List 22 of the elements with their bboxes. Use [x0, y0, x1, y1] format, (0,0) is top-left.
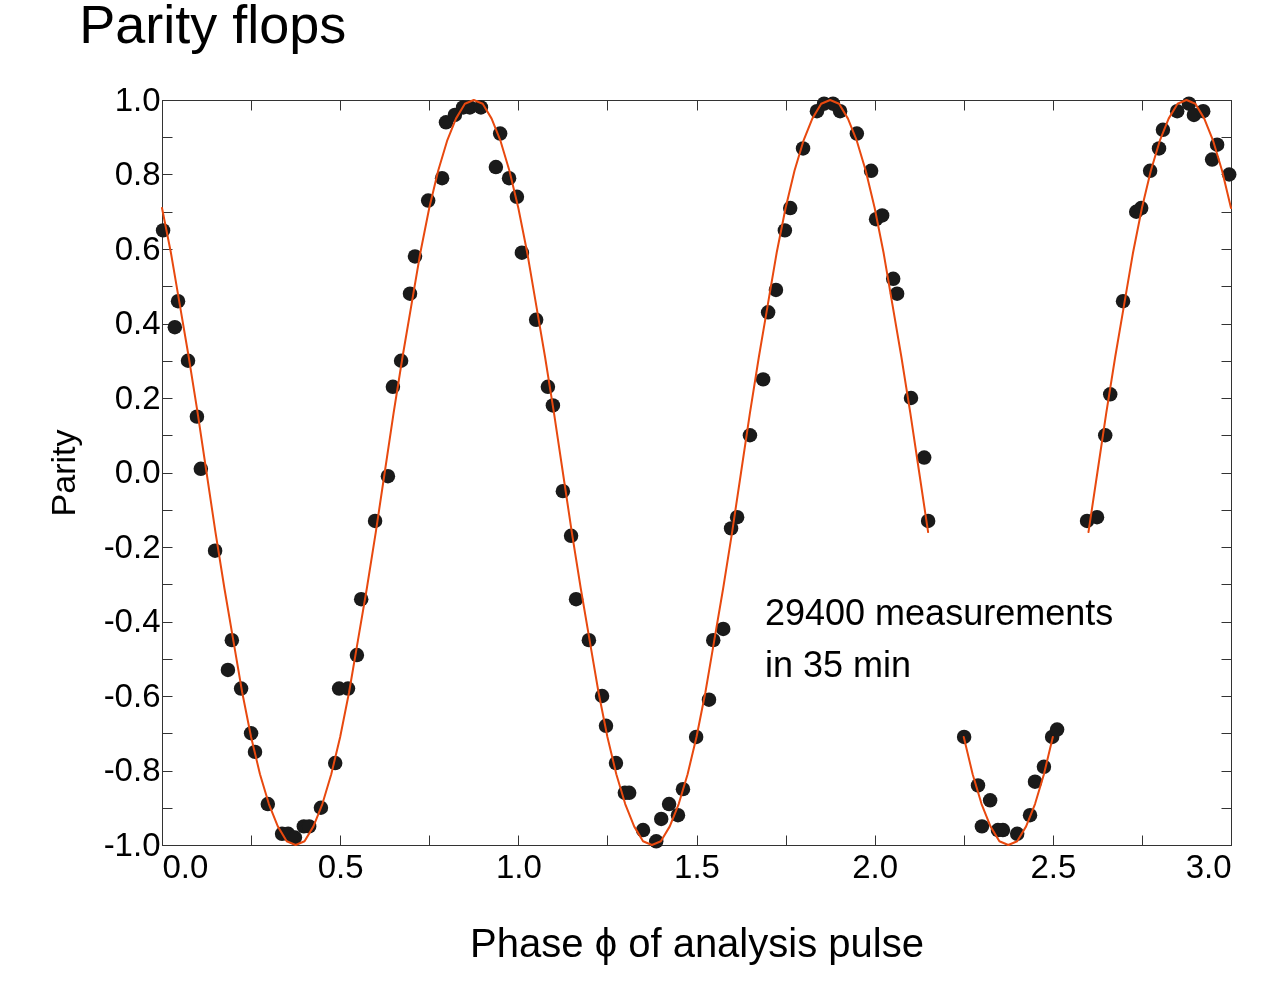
y-tick-label: -0.8	[103, 751, 161, 788]
x-tick-label: 1.5	[674, 847, 720, 885]
y-tick-label: 0.4	[114, 304, 161, 341]
chart-title: Parity flops	[79, 0, 347, 54]
y-tick-label: 0.2	[114, 378, 161, 416]
y-tick-label: -0.4	[103, 602, 161, 639]
y-tick-label: -0.6	[103, 676, 161, 714]
y-tick-label: -1.0	[103, 825, 161, 863]
y-tick-label: -0.2	[103, 527, 161, 565]
annotation: 29400 measurements in 35 min	[765, 592, 1114, 685]
y-axis-title: Parity	[43, 429, 82, 517]
x-axis-title: Phase ϕ of analysis pulse	[470, 920, 924, 965]
x-tick-label: 0.5	[317, 847, 364, 885]
x-tick-label: 0.0	[162, 847, 209, 885]
x-tick-label: 1.0	[495, 847, 542, 885]
x-tick-label: 2.0	[852, 847, 899, 885]
y-tick-label: 0.6	[114, 229, 161, 267]
x-tick-label: 3.0	[1185, 847, 1232, 885]
y-tick-label: 0.8	[114, 155, 161, 192]
x-tick-label: 2.5	[1030, 847, 1077, 885]
y-tick-label: 1.0	[114, 80, 161, 118]
y-tick-label: 0.0	[114, 453, 161, 490]
